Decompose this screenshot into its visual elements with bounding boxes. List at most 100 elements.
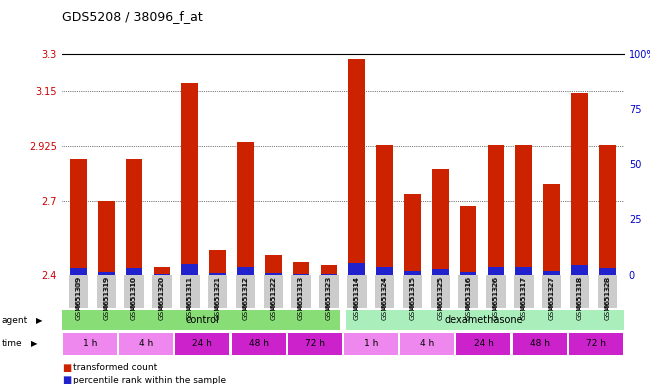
FancyBboxPatch shape	[176, 333, 229, 355]
FancyBboxPatch shape	[569, 333, 623, 355]
Bar	[348, 59, 365, 275]
Bar	[125, 268, 142, 275]
FancyBboxPatch shape	[291, 275, 311, 308]
FancyBboxPatch shape	[319, 275, 339, 308]
Text: GSM651313: GSM651313	[298, 276, 304, 321]
FancyBboxPatch shape	[375, 275, 395, 308]
FancyBboxPatch shape	[458, 275, 478, 308]
FancyBboxPatch shape	[62, 310, 340, 330]
FancyBboxPatch shape	[514, 275, 534, 308]
Text: 1 h: 1 h	[364, 339, 378, 348]
FancyBboxPatch shape	[513, 333, 567, 355]
Bar	[70, 268, 87, 275]
Text: GSM651323: GSM651323	[326, 276, 332, 321]
FancyBboxPatch shape	[124, 275, 144, 308]
Text: GSM651311: GSM651311	[187, 276, 193, 321]
Text: GSM651326: GSM651326	[493, 276, 499, 321]
Bar	[98, 201, 114, 275]
Text: dexamethasone: dexamethasone	[444, 315, 523, 325]
Bar	[404, 271, 421, 275]
Bar	[376, 144, 393, 275]
Bar	[376, 267, 393, 275]
Bar	[209, 273, 226, 275]
FancyBboxPatch shape	[542, 275, 562, 308]
Bar	[98, 272, 114, 275]
Bar	[70, 159, 87, 275]
Text: ▶: ▶	[36, 316, 42, 324]
Bar	[209, 273, 226, 275]
Bar	[265, 255, 281, 275]
FancyBboxPatch shape	[231, 333, 285, 355]
Text: agent: agent	[1, 316, 27, 324]
FancyBboxPatch shape	[569, 275, 589, 308]
FancyBboxPatch shape	[119, 333, 173, 355]
Text: GSM651316: GSM651316	[465, 276, 471, 321]
Bar	[292, 273, 309, 275]
Text: GSM651309: GSM651309	[75, 276, 81, 321]
FancyBboxPatch shape	[263, 275, 283, 308]
Bar	[320, 274, 337, 275]
Bar	[571, 265, 588, 275]
Bar	[348, 263, 365, 275]
FancyBboxPatch shape	[344, 333, 398, 355]
FancyBboxPatch shape	[347, 275, 367, 308]
FancyBboxPatch shape	[346, 310, 624, 330]
Text: 4 h: 4 h	[420, 339, 434, 348]
Text: 48 h: 48 h	[248, 339, 268, 348]
Bar	[432, 269, 448, 275]
Bar	[98, 272, 114, 275]
Bar	[153, 274, 170, 275]
Bar	[599, 268, 616, 275]
Bar	[181, 264, 198, 275]
Bar	[571, 265, 588, 275]
Bar	[125, 159, 142, 275]
Bar	[488, 144, 504, 275]
Bar	[460, 272, 476, 275]
Text: 4 h: 4 h	[139, 339, 153, 348]
Text: GSM651310: GSM651310	[131, 276, 137, 321]
Bar	[320, 274, 337, 275]
Text: 48 h: 48 h	[530, 339, 550, 348]
Text: 24 h: 24 h	[473, 339, 493, 348]
FancyBboxPatch shape	[403, 275, 422, 308]
Bar	[376, 267, 393, 275]
Bar	[543, 184, 560, 275]
Text: ■: ■	[62, 363, 71, 373]
Text: GDS5208 / 38096_f_at: GDS5208 / 38096_f_at	[62, 10, 203, 23]
Bar	[543, 271, 560, 275]
Bar	[153, 267, 170, 275]
FancyBboxPatch shape	[430, 275, 450, 308]
Bar	[404, 194, 421, 275]
Text: 72 h: 72 h	[305, 339, 325, 348]
FancyBboxPatch shape	[400, 333, 454, 355]
Text: GSM651328: GSM651328	[604, 276, 610, 321]
Text: transformed count: transformed count	[73, 363, 157, 372]
Text: GSM651321: GSM651321	[214, 276, 220, 321]
Text: GSM651319: GSM651319	[103, 276, 109, 321]
Bar	[515, 267, 532, 275]
FancyBboxPatch shape	[597, 275, 617, 308]
Bar	[599, 144, 616, 275]
FancyBboxPatch shape	[288, 333, 342, 355]
FancyBboxPatch shape	[456, 333, 510, 355]
Text: GSM651315: GSM651315	[410, 276, 415, 321]
Text: 24 h: 24 h	[192, 339, 213, 348]
Bar	[404, 271, 421, 275]
Bar	[237, 142, 254, 275]
Bar	[571, 93, 588, 275]
Bar	[460, 206, 476, 275]
Text: GSM651324: GSM651324	[382, 276, 387, 321]
Bar	[432, 269, 448, 275]
Bar	[460, 272, 476, 275]
Text: 72 h: 72 h	[586, 339, 606, 348]
Text: GSM651318: GSM651318	[577, 276, 582, 321]
FancyBboxPatch shape	[208, 275, 227, 308]
FancyBboxPatch shape	[69, 275, 88, 308]
Bar	[320, 265, 337, 275]
Text: GSM651317: GSM651317	[521, 276, 526, 321]
Bar	[153, 274, 170, 275]
Bar	[181, 264, 198, 275]
Bar	[265, 273, 281, 275]
FancyBboxPatch shape	[152, 275, 172, 308]
Text: GSM651320: GSM651320	[159, 276, 165, 321]
